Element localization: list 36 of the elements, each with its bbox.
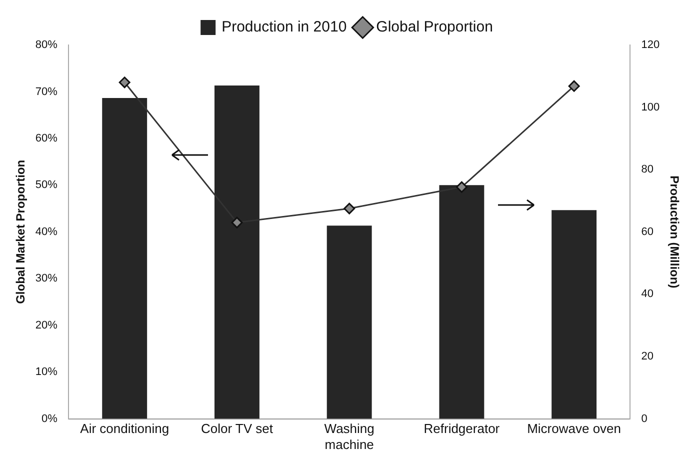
bar [326,226,372,419]
point [456,181,468,193]
y2-tick-label: 40 [641,288,654,300]
x-tick-label: Microwave oven [527,421,622,436]
point [568,80,580,92]
legend-label: Global Proportion [376,18,493,36]
x-tick-label: Color TV set [200,421,274,436]
y-tick-label: 60% [35,132,58,144]
y2-tick-label: 20 [641,350,654,363]
y-tick-label: 80% [35,39,58,52]
point [344,202,356,214]
bar [214,85,260,419]
y-tick-label: 0% [42,412,58,425]
y2-axis-title: Production (Million) [667,176,682,288]
bar [552,210,597,419]
y-axis-title: Global Market Proportion [14,160,28,304]
y2-tick-label: 0 [641,412,648,425]
y2-tick-label: 60 [641,226,654,238]
bar [102,98,148,419]
category-label: Washing [324,421,374,436]
point [231,216,243,228]
y2-tick-label: 100 [641,101,660,114]
x-tick-label: Refridgerator [424,421,500,436]
y-tick-label: 50% [35,179,58,192]
y-tick-label: 30% [35,272,58,285]
y-tick-label: 70% [35,86,58,98]
y-tick-label: 10% [35,366,58,378]
x-tick-label: Air conditioning [80,421,170,436]
legend-label: Production in 2010 [222,18,347,36]
point [118,76,130,88]
y2-tick-label: 120 [641,39,660,52]
category-label: machine [324,436,374,452]
y-tick-label: 40% [35,226,58,238]
y-tick-label: 20% [35,319,58,332]
bar [439,185,484,419]
y2-tick-label: 80 [641,164,654,176]
